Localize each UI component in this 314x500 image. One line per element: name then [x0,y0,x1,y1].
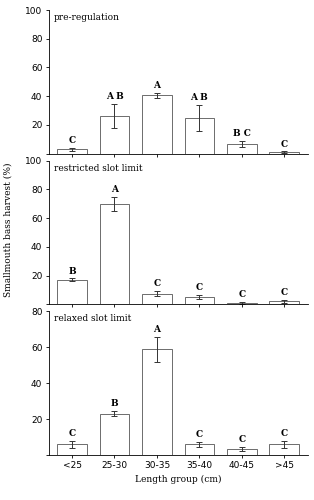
Bar [227,448,257,455]
Bar [269,152,299,154]
Text: C: C [281,140,288,148]
Bar [142,349,172,455]
Text: C: C [68,429,76,438]
Bar [185,297,214,304]
Bar [57,149,87,154]
Text: A B: A B [106,92,123,101]
Text: A B: A B [191,93,208,102]
Text: A: A [154,324,160,334]
Bar [269,444,299,455]
X-axis label: Length group (cm): Length group (cm) [135,474,221,484]
Bar [57,444,87,455]
Bar [100,116,129,154]
Text: C: C [68,136,76,145]
Text: A: A [111,184,118,194]
Bar [57,280,87,304]
Bar [100,414,129,455]
Bar [142,96,172,154]
Text: relaxed slot limit: relaxed slot limit [54,314,131,324]
Bar [269,302,299,304]
Text: C: C [238,435,246,444]
Text: C: C [196,283,203,292]
Text: C: C [154,279,160,288]
Text: C: C [238,290,246,299]
Bar [227,303,257,304]
Text: A: A [154,80,160,90]
Text: C: C [281,288,288,298]
Bar [227,144,257,154]
Bar [185,118,214,154]
Text: B: B [68,266,76,276]
Bar [142,294,172,304]
Bar [185,444,214,455]
Text: B: B [111,399,118,408]
Bar [100,204,129,304]
Text: B C: B C [233,130,251,138]
Text: pre-regulation: pre-regulation [54,13,120,22]
Text: C: C [196,430,203,438]
Text: C: C [281,429,288,438]
Text: Smallmouth bass harvest (%): Smallmouth bass harvest (%) [3,163,12,297]
Text: restricted slot limit: restricted slot limit [54,164,143,172]
